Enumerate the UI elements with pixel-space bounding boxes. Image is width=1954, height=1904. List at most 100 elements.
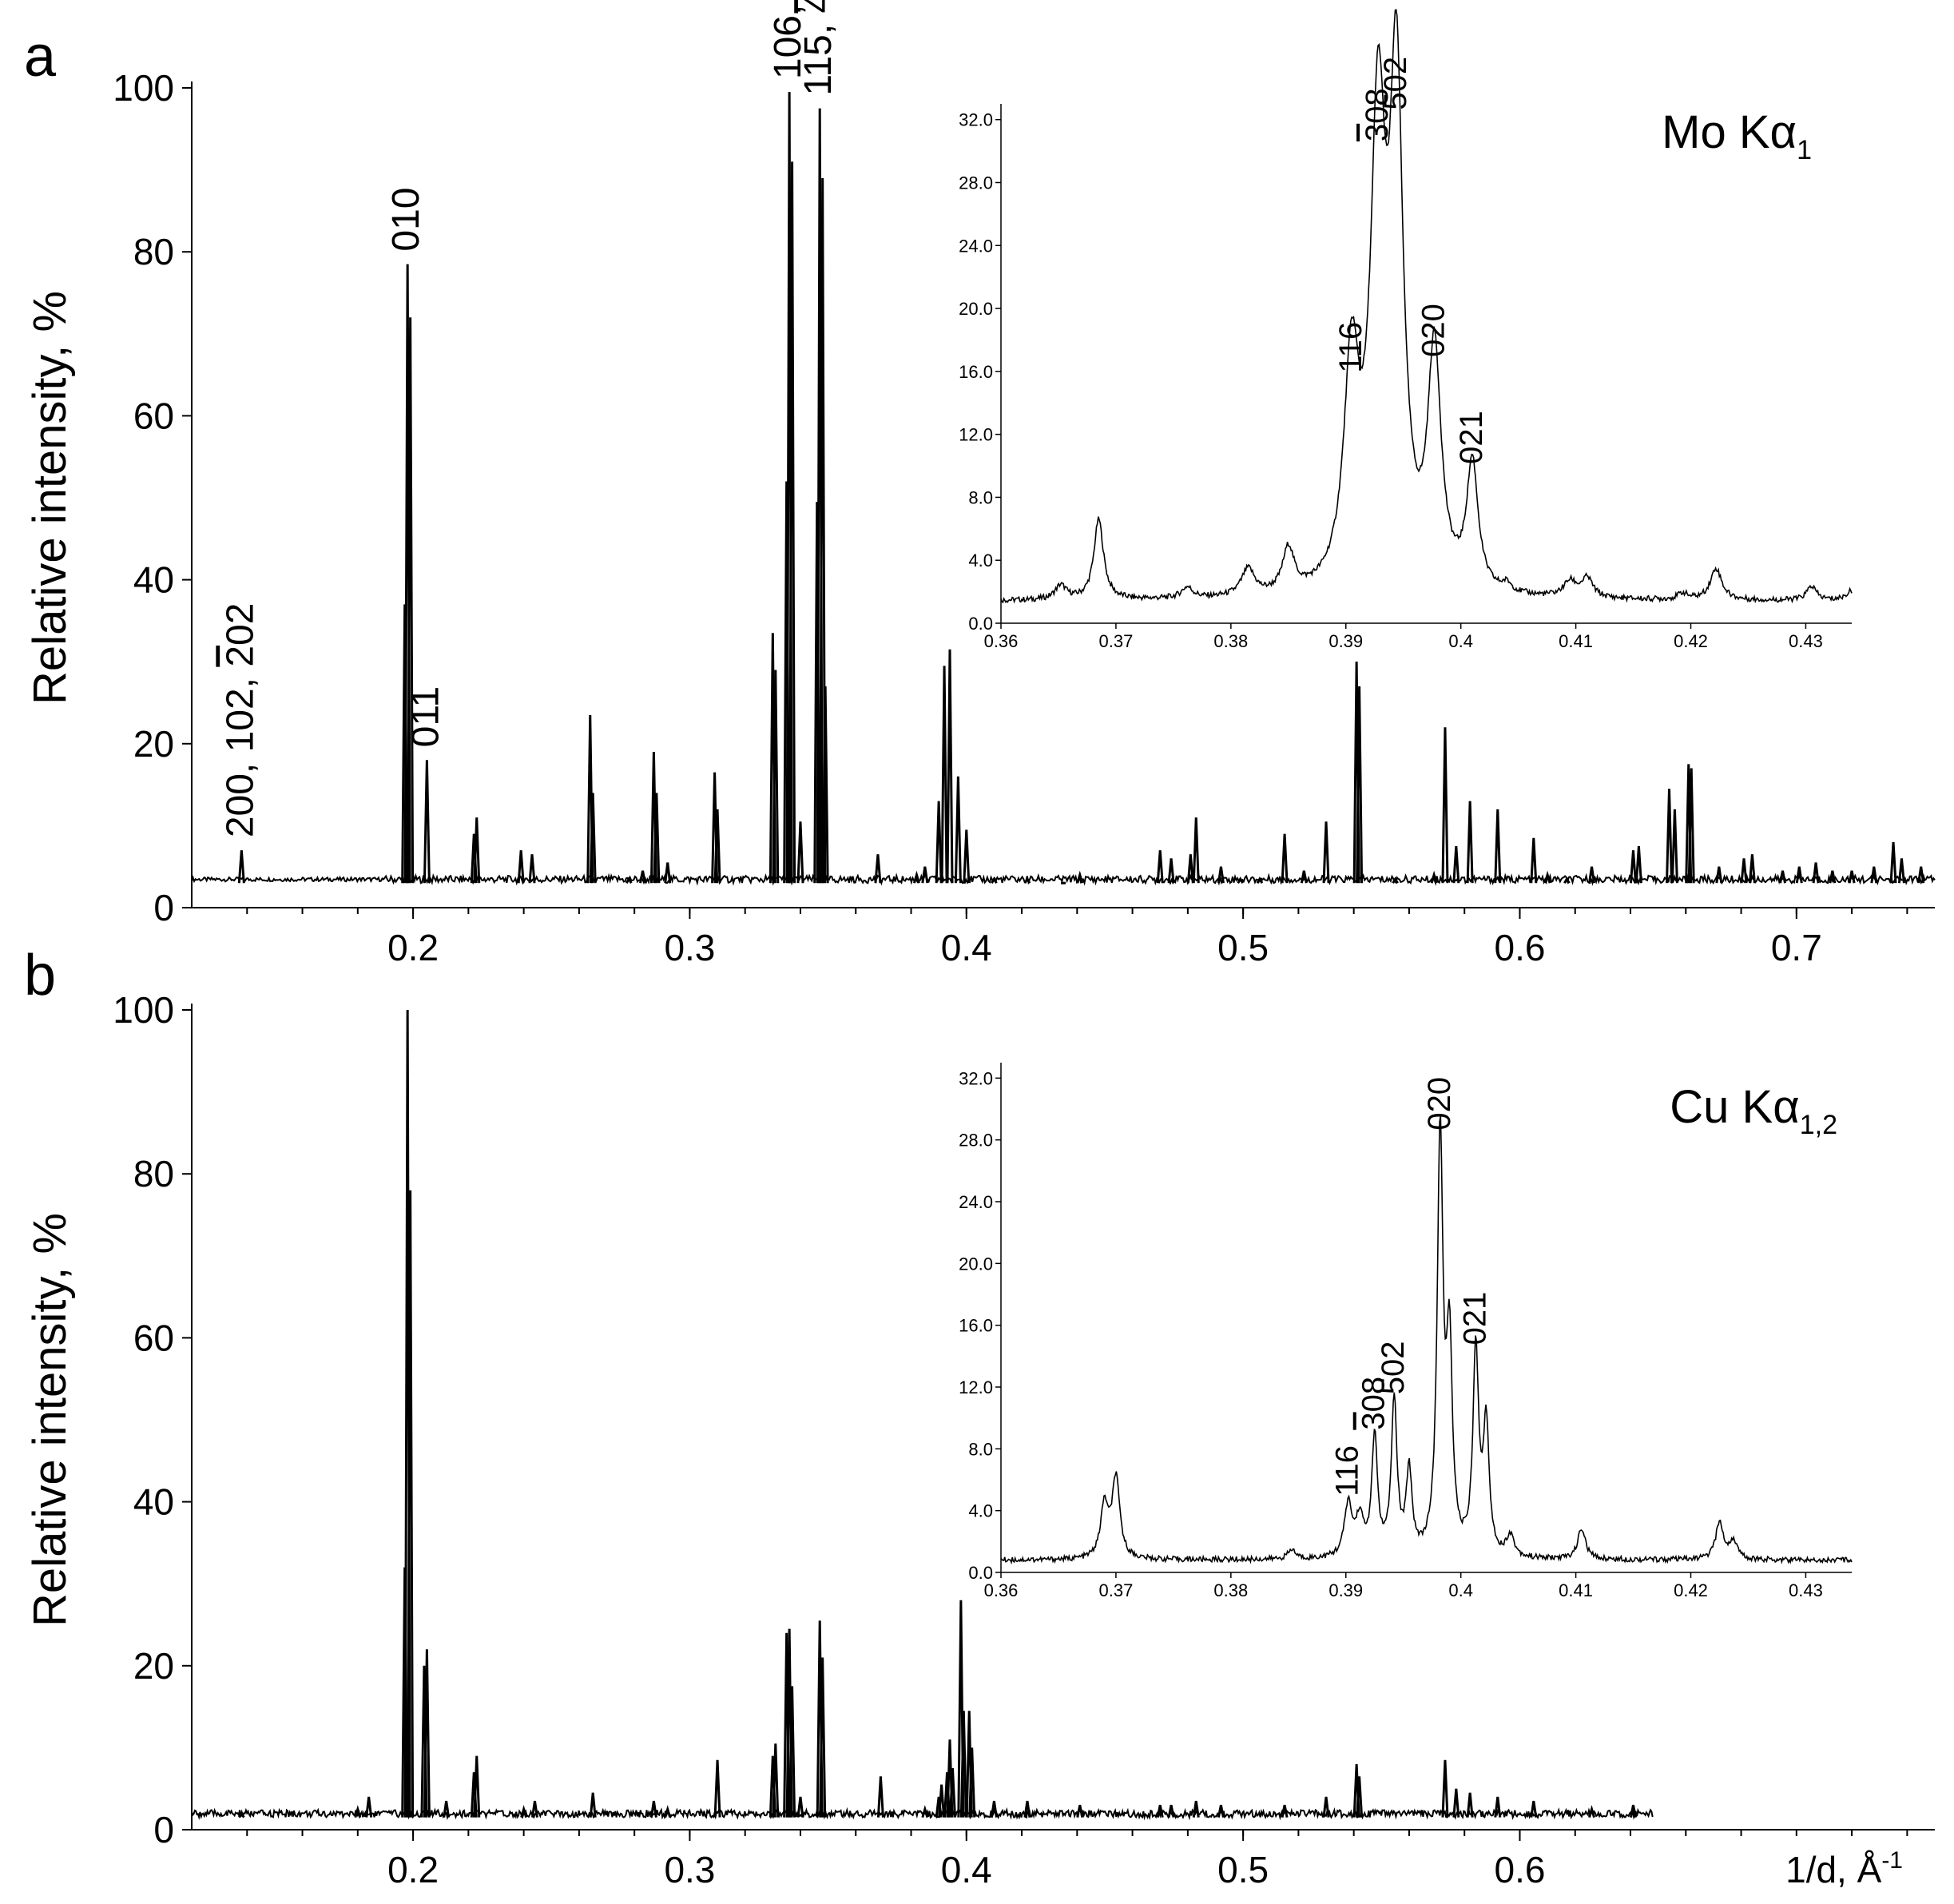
x-tick-label: 0.2 [387,927,439,968]
diffraction-peak [1192,817,1200,884]
y-tick-label: 20 [133,723,174,765]
diffraction-peak [1870,866,1878,884]
inset-y-tick-label: 28.0 [959,1131,993,1151]
inset-y-tick-label: 4.0 [968,551,993,570]
diffraction-peak [1430,870,1438,884]
inset-y-tick-label: 0.0 [968,1563,993,1583]
inset-x-tick-label: 0.43 [1789,631,1823,651]
diffraction-peak [1897,858,1905,884]
x-axis-title: 1/d, Å-1 [1785,1847,1903,1890]
diffraction-peak [238,1811,245,1819]
inset-peak-index-label: 116 [1330,1445,1365,1497]
y-axis-title: Relative intensity, % [24,291,76,705]
diffraction-peak [625,876,633,884]
diffraction-peak [1452,845,1460,884]
inset-x-tick-label: 0.42 [1674,1580,1708,1600]
diffraction-peak [653,793,661,884]
inset-peak-index-label: 020 [1416,304,1452,357]
diffraction-peak [407,317,415,884]
diffraction-peak [1156,1804,1164,1818]
y-tick-label: 60 [133,395,174,436]
y-tick-label: 80 [133,231,174,272]
y-axis-title: Relative intensity, % [24,1213,76,1627]
inset-peak-index-label: 116 [1333,322,1368,373]
diffraction-peak [959,1711,967,1818]
diffraction-peak [796,1796,804,1818]
x-tick-label: 0.6 [1494,927,1545,968]
diffraction-peak [528,854,536,884]
inset-x-tick-label: 0.38 [1213,1580,1248,1600]
diffraction-peak [963,829,971,884]
inset-x-tick-label: 0.39 [1328,631,1363,651]
diffraction-peak [473,1755,481,1818]
x-tick-label: 0.2 [387,1849,439,1890]
diffraction-peak [443,1800,451,1818]
diffraction-peak [473,817,481,884]
diffraction-peak [1494,1796,1502,1818]
diffraction-peak [1192,1800,1200,1818]
diffraction-peak [1748,854,1756,884]
inset-x-tick-label: 0.38 [1213,631,1248,651]
diffraction-peak [1917,866,1925,884]
diffraction-peak [1237,876,1244,884]
inset-y-tick-label: 24.0 [959,1192,993,1212]
diffraction-peak [1441,1759,1449,1818]
inset-x-tick-label: 0.37 [1099,1580,1134,1600]
pattern-baseline [191,1807,1654,1821]
inset-x-tick-label: 0.41 [1559,631,1593,651]
diffraction-peak [796,821,804,884]
diffraction-peak [589,1792,597,1818]
inset-y-tick-label: 24.0 [959,236,993,256]
x-tick-label: 0.7 [1771,927,1822,968]
diffraction-peak [921,866,929,884]
diffraction-peak [1167,858,1175,884]
diffraction-peak [819,177,827,884]
diffraction-peak [954,776,962,884]
diffraction-peak [1829,870,1837,884]
diffraction-peak [1281,833,1289,884]
y-tick-label: 100 [113,67,174,109]
inset-x-tick-label: 0.39 [1328,1580,1363,1600]
y-tick-label: 80 [133,1153,174,1194]
diffraction-peak [1812,862,1820,884]
diffraction-peak [1740,858,1748,884]
diffraction-peak [713,1759,721,1818]
diffraction-peak [1076,1804,1084,1818]
inset-y-tick-label: 0.0 [968,614,993,634]
peak-index-label: 115, 414 [797,0,840,96]
diffraction-peak [520,1805,528,1819]
diffraction-peak [772,1743,780,1818]
diffraction-peak [935,801,943,884]
inset-y-tick-label: 32.0 [959,1068,993,1088]
diffraction-peak [1441,727,1449,884]
diffraction-peak [948,1767,956,1818]
diffraction-peak [1530,1800,1538,1818]
diffraction-peak [664,1805,672,1819]
diffraction-peak [639,870,647,884]
diffraction-peak [772,670,780,884]
pattern-baseline [191,873,1936,886]
diffraction-peak [874,854,882,884]
y-tick-label: 100 [113,989,174,1031]
panel-letter: b [24,944,56,1008]
diffraction-peak [1630,1804,1637,1818]
inset-y-tick-label: 20.0 [959,299,993,319]
diffraction-peak [968,1747,976,1818]
diffraction-peak [1530,837,1538,884]
diffraction-peak [1629,850,1637,884]
diffraction-peak [1889,841,1897,884]
diffraction-peak [1494,809,1502,884]
x-tick-label: 0.4 [941,1849,992,1890]
diffraction-peak [664,862,672,884]
diffraction-peak [1466,801,1474,884]
diffraction-peak [1466,1792,1474,1818]
inset-y-tick-label: 4.0 [968,1501,993,1521]
diffraction-peak [1666,789,1673,884]
peak-index-label: 106, 413 [767,0,809,79]
inset-y-tick-label: 16.0 [959,362,993,382]
diffraction-peak [517,850,525,884]
diffraction-peak [1588,1805,1595,1819]
diffraction-peak [788,1686,796,1818]
